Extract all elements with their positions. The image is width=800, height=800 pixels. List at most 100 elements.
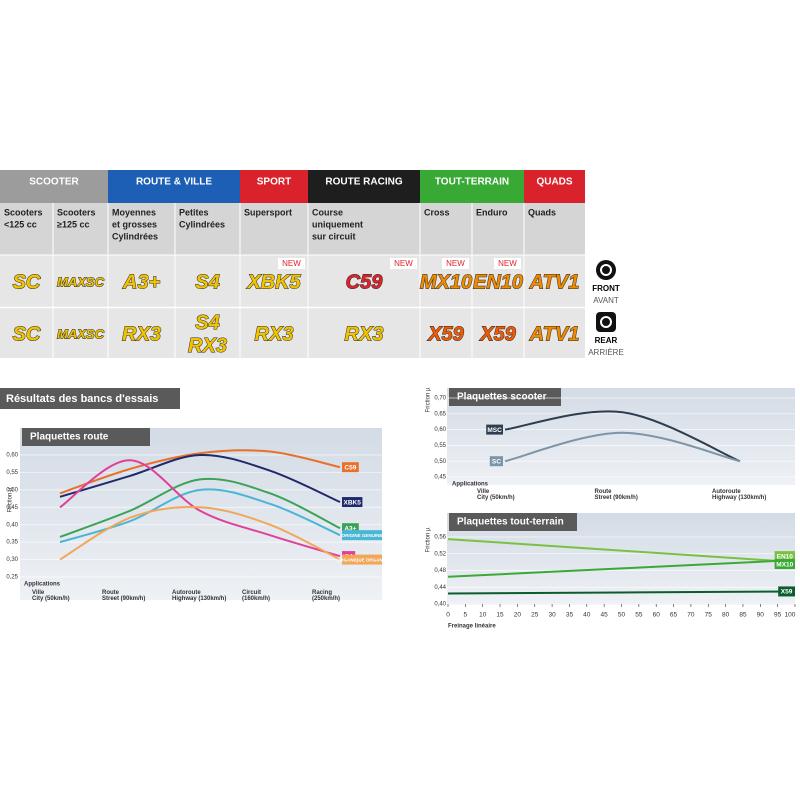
y-tick-label: 0,50 bbox=[434, 459, 446, 465]
y-tick-label: 0,35 bbox=[6, 540, 18, 546]
x-tick-label: 45 bbox=[601, 612, 609, 619]
legend-label: C59 bbox=[344, 464, 356, 471]
product-logo: RX3 bbox=[188, 335, 227, 357]
y-tick-label: 0,44 bbox=[434, 585, 446, 591]
x-tick-label: 30 bbox=[548, 612, 556, 619]
x-tick-label: 40 bbox=[583, 612, 591, 619]
product-logo: X59 bbox=[479, 323, 516, 345]
product-logo: ATV1 bbox=[529, 323, 580, 345]
column-label: Enduro bbox=[476, 207, 508, 217]
y-tick-label: 0,45 bbox=[434, 475, 446, 481]
product-logo: MX10 bbox=[420, 271, 472, 293]
legend-box bbox=[342, 497, 363, 508]
group-header bbox=[308, 170, 420, 203]
x-tick-label: 65 bbox=[670, 612, 678, 619]
new-badge bbox=[390, 258, 417, 269]
legend-box bbox=[342, 530, 382, 541]
new-badge bbox=[278, 258, 305, 269]
category-main: Ville bbox=[32, 590, 46, 596]
group-header bbox=[108, 170, 240, 203]
column-label: Supersport bbox=[244, 207, 292, 217]
column-label: Scooters bbox=[57, 207, 96, 217]
new-label: NEW bbox=[394, 259, 413, 268]
y-tick-label: 0,60 bbox=[434, 427, 446, 433]
column-label: et grosses bbox=[112, 219, 157, 229]
product-logo: MAXSC bbox=[57, 274, 105, 289]
legend-label: XBK5 bbox=[344, 499, 362, 506]
x-tick-label: 85 bbox=[739, 612, 747, 619]
x-axis-label: Applications bbox=[24, 582, 61, 588]
category-sub: (160km/h) bbox=[242, 596, 270, 602]
category-sub: Street (90km/h) bbox=[595, 495, 638, 501]
y-tick-label: 0,55 bbox=[434, 443, 446, 449]
series-line bbox=[59, 506, 341, 561]
y-tick-label: 0,50 bbox=[6, 487, 18, 493]
product-logo: A3+ bbox=[122, 271, 161, 293]
group-header bbox=[524, 170, 585, 203]
x-tick-label: 35 bbox=[566, 612, 574, 619]
y-axis-label: Friction µ bbox=[426, 387, 432, 412]
rear-icon-inner bbox=[600, 316, 612, 328]
x-tick-label: 5 bbox=[464, 612, 468, 619]
y-tick-label: 0,25 bbox=[6, 575, 18, 581]
product-logo: X59 bbox=[427, 323, 464, 345]
column-label: Quads bbox=[528, 207, 556, 217]
column-label: Course bbox=[312, 207, 343, 217]
x-tick-label: Racing (250km/h) bbox=[312, 590, 340, 602]
group-label: SCOOTER bbox=[29, 177, 79, 188]
y-axis-label: Friction µ bbox=[8, 487, 14, 512]
product-logo: SC bbox=[13, 323, 41, 345]
category-main: Ville bbox=[477, 489, 491, 495]
x-tick-label: 10 bbox=[479, 612, 487, 619]
x-tick-label: Autoroute Highway (130km/h) bbox=[172, 590, 226, 602]
column-label: <125 cc bbox=[4, 219, 37, 229]
x-tick-label: 55 bbox=[635, 612, 643, 619]
group-header bbox=[240, 170, 308, 203]
category-sub: Highway (130km/h) bbox=[172, 596, 226, 602]
legend-label: A3+ bbox=[344, 525, 356, 532]
legend-box bbox=[489, 456, 503, 467]
column-label: Petites bbox=[179, 207, 209, 217]
chart-title-box bbox=[449, 388, 561, 406]
chart-title: Plaquettes route bbox=[30, 432, 109, 443]
section-title: Résultats des bancs d'essais bbox=[6, 393, 158, 405]
y-tick-label: 0,52 bbox=[434, 551, 446, 557]
column-header-row bbox=[0, 203, 585, 255]
y-tick-label: 0,70 bbox=[434, 396, 446, 402]
front-title: FRONT bbox=[592, 284, 620, 293]
product-logo: ATV1 bbox=[529, 271, 580, 293]
legend-label: MX10 bbox=[776, 561, 793, 568]
front-subtitle: AVANT bbox=[593, 296, 619, 305]
y-tick-label: 0,60 bbox=[6, 453, 18, 459]
x-tick-label: Route Street (90km/h) bbox=[595, 489, 638, 501]
category-sub: Highway (130km/h) bbox=[712, 495, 766, 501]
y-tick-label: 0,45 bbox=[6, 505, 18, 511]
product-logo: RX3 bbox=[122, 323, 161, 345]
column-label: ≥125 cc bbox=[57, 219, 89, 229]
category-sub: City (50km/h) bbox=[32, 596, 70, 602]
product-logo: EN10 bbox=[473, 271, 523, 293]
category-sub: City (50km/h) bbox=[477, 495, 515, 501]
legend-box bbox=[342, 523, 359, 534]
group-label: TOUT-TERRAIN bbox=[435, 177, 509, 188]
category-main: Circuit bbox=[242, 590, 263, 596]
x-tick-label: 20 bbox=[514, 612, 522, 619]
x-tick-label: 75 bbox=[705, 612, 713, 619]
x-tick-label: 90 bbox=[757, 612, 765, 619]
y-tick-label: 0,40 bbox=[434, 602, 446, 608]
column-label: Moyennes bbox=[112, 207, 156, 217]
category-sub: Street (90km/h) bbox=[102, 596, 145, 602]
legend-box bbox=[342, 554, 382, 565]
x-axis-label: Applications bbox=[452, 482, 489, 488]
x-tick-label: Ville City (50km/h) bbox=[32, 590, 70, 602]
series-line bbox=[59, 453, 341, 503]
x-tick-label: 15 bbox=[496, 612, 504, 619]
x-tick-label: Route Street (90km/h) bbox=[102, 590, 145, 602]
new-badge bbox=[494, 258, 521, 269]
product-logo: S4 bbox=[195, 271, 219, 293]
x-tick-label: Ville City (50km/h) bbox=[477, 489, 515, 501]
x-tick-label: 0 bbox=[446, 612, 450, 619]
product-logo: RX3 bbox=[345, 323, 384, 345]
rear-icon bbox=[596, 312, 616, 332]
